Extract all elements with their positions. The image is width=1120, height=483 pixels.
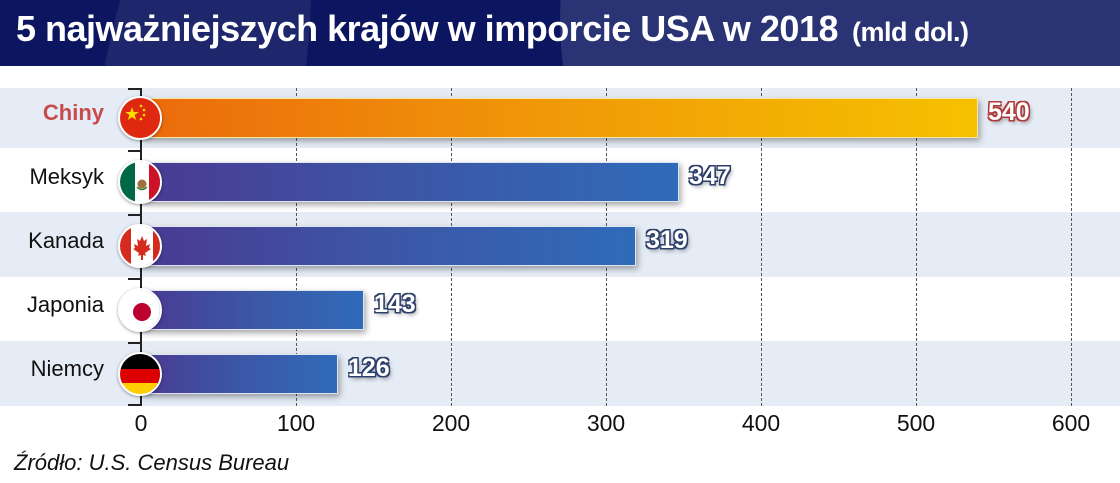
gridline-400 [761, 88, 762, 406]
x-tick-label: 100 [276, 410, 316, 436]
x-tick-label: 400 [741, 410, 781, 436]
title-unit: (mld dol.) [852, 17, 969, 47]
japan-flag-icon [118, 288, 162, 332]
y-axis-tick [128, 214, 140, 216]
x-tick-label: 200 [431, 410, 471, 436]
y-axis-tick [128, 150, 140, 152]
bar-kanada [141, 226, 636, 266]
value-label: 126 [348, 354, 390, 382]
bar-meksyk [141, 162, 679, 202]
bar-row-niemcy: Niemcy 126 [0, 342, 1120, 406]
category-label: Chiny [42, 100, 104, 125]
source-note: Źródło: U.S. Census Bureau [14, 450, 290, 475]
bar-niemcy [141, 354, 338, 394]
mexico-flag-icon [118, 160, 162, 204]
bar-chiny [141, 98, 978, 138]
bar-row-kanada: Kanada 319 [0, 214, 1120, 278]
chart-title: 5 najważniejszych krajów w imporcie USA … [16, 8, 969, 50]
x-tick-label: 300 [586, 410, 626, 436]
y-axis-tick [128, 342, 140, 344]
canada-flag-icon [118, 224, 162, 268]
value-label: 540 [988, 98, 1030, 126]
gridline-500 [916, 88, 917, 406]
value-label: 319 [646, 226, 688, 254]
category-label: Meksyk [29, 164, 104, 189]
category-label: Japonia [26, 292, 104, 317]
bar-japonia [141, 290, 364, 330]
header-decoration [560, 0, 1120, 66]
x-tick-label: 600 [1051, 410, 1091, 436]
plot-area: Chiny 540 Meksyk 347 Kanada 319 Japonia … [0, 88, 1120, 406]
china-flag-icon [118, 96, 162, 140]
title-text: 5 najważniejszych krajów w imporcie USA … [16, 8, 839, 49]
x-tick-label: 0 [134, 410, 148, 436]
bar-row-japonia: Japonia 143 [0, 278, 1120, 342]
y-axis-tick [128, 404, 140, 406]
category-label: Niemcy [30, 356, 104, 381]
y-axis-tick [128, 278, 140, 280]
chart-header: 5 najważniejszych krajów w imporcie USA … [0, 0, 1120, 66]
value-label: 143 [374, 290, 416, 318]
germany-flag-icon [118, 352, 162, 396]
bar-row-chiny: Chiny 540 [0, 86, 1120, 150]
value-label: 347 [689, 162, 731, 190]
category-label: Kanada [28, 228, 104, 253]
y-axis-tick [128, 88, 140, 90]
bar-row-meksyk: Meksyk 347 [0, 150, 1120, 214]
x-tick-label: 500 [896, 410, 936, 436]
gridline-600 [1071, 88, 1072, 406]
